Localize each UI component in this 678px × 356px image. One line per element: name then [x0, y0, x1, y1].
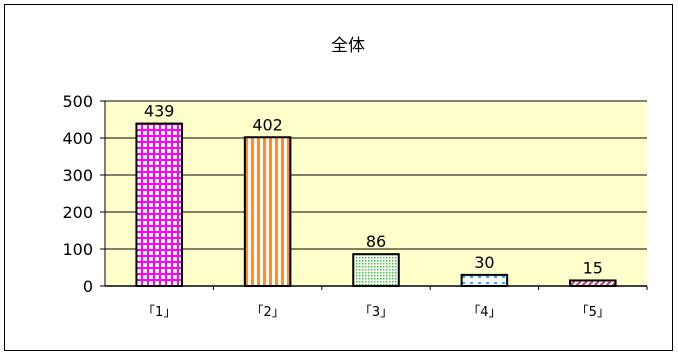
data-label-2: 402: [252, 115, 283, 134]
chart-title: 全体: [331, 36, 365, 56]
y-tick-label: 500: [62, 92, 93, 111]
x-tick-label-5: 「5」: [576, 305, 610, 320]
y-tick-label: 0: [83, 277, 93, 296]
data-label-1: 439: [144, 102, 175, 121]
bar-4: [460, 273, 509, 287]
chart-frame: 全体 0 100 200 300 400 500 439 「1」 402 「2」 86 「3」 30 「4…: [4, 4, 673, 351]
x-tick-label-3: 「3」: [359, 305, 393, 320]
x-tick-label-2: 「2」: [250, 305, 284, 320]
x-tick-label-1: 「1」: [142, 305, 176, 320]
y-tick-label: 300: [62, 166, 93, 185]
bar-2: [243, 136, 292, 287]
chart-svg: 全体 0 100 200 300 400 500 439 「1」 402 「2」 86 「3」 30 「4…: [62, 36, 648, 320]
y-tick-label: 100: [62, 240, 93, 259]
y-tick-label: 400: [62, 129, 93, 148]
bar-5: [569, 279, 617, 288]
data-label-3: 86: [366, 232, 386, 251]
data-label-5: 15: [583, 258, 603, 277]
x-tick-label-4: 「4」: [467, 305, 501, 320]
y-tick-label: 200: [62, 203, 93, 222]
bar-3: [352, 253, 400, 287]
bar-1: [135, 122, 183, 287]
data-label-4: 30: [474, 253, 494, 272]
plot-area: 0 100 200 300 400 500 439 「1」 402 「2」 86 「3」 30 「4」 15…: [62, 92, 648, 320]
